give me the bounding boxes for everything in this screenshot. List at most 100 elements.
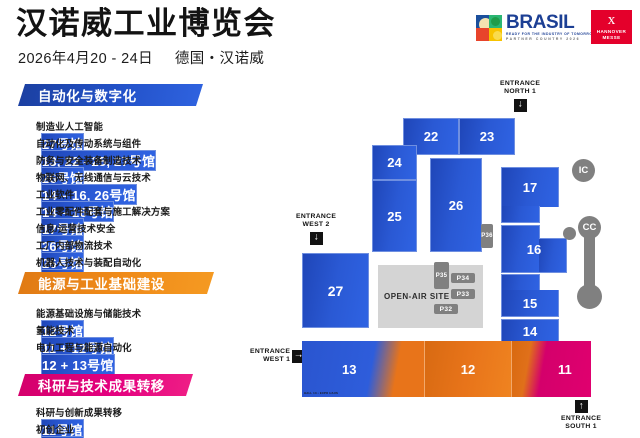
hall-16-label: 16	[526, 241, 542, 257]
parking-p32[interactable]: P32	[434, 304, 458, 314]
topic-name: 氢能技术	[36, 325, 75, 336]
topic-hall: 17号馆	[41, 218, 85, 239]
hall-16-annex[interactable]	[539, 238, 567, 273]
entrance-south-1-line1: ENTRANCE	[561, 415, 602, 422]
hall-15-annex[interactable]	[501, 274, 540, 291]
hall-15-label: 15	[522, 295, 538, 311]
entrance-west-1-label: ENTRANCE WEST 1	[250, 348, 290, 365]
hall-16[interactable]	[501, 225, 540, 273]
list-item: 制造业人工智能 27号馆	[36, 119, 104, 154]
entrance-west-1-line2: WEST 1	[263, 356, 291, 364]
event-date: 2026年4月20 - 24日	[18, 51, 153, 67]
topic-hall: 11号馆	[41, 436, 84, 438]
hall-25-label: 25	[387, 208, 402, 224]
marker-cc-label: CC	[582, 222, 597, 233]
arrow-up-icon: ↑	[574, 400, 588, 413]
hall-17-annex[interactable]	[501, 206, 540, 223]
brasil-logo-text: BRASIL READY FOR THE INDUSTRY OF TOMORRO…	[506, 12, 596, 42]
topic-name: 制造业人工智能	[36, 121, 104, 132]
hall-12[interactable]: 12	[424, 341, 511, 397]
parking-p35[interactable]: P35	[434, 262, 449, 289]
marker-cc[interactable]: CC	[578, 216, 601, 239]
fairground-map: ENTRANCE NORTH 1 ↓ 22 23 24 25 26	[248, 70, 640, 438]
hall-22-label: 22	[423, 129, 439, 144]
list-item: 工业软件 14 – 16号馆	[36, 187, 115, 222]
parking-p36[interactable]: P36	[481, 224, 493, 248]
hall-15[interactable]: 15	[501, 290, 559, 317]
topic-hall: 13, 22 - 25, 27号馆	[41, 150, 157, 171]
hannover-messe-logo: x HANNOVER MESSE	[591, 10, 632, 44]
page-title: 汉诺威工业博览会	[16, 6, 276, 41]
hall-24[interactable]: 24	[372, 145, 417, 180]
cc-connector	[584, 230, 595, 302]
list-item: 防务与安全装备制造技术 26号馆	[36, 153, 141, 188]
hannover-messe-line1: HANNOVER	[596, 28, 627, 34]
topic-name: 能源基础设施与储能技术	[36, 308, 142, 319]
section-header-energy: 能源与工业基础建设	[18, 272, 214, 294]
topic-name: 工厂内部物流技术	[36, 240, 113, 251]
marker-ic[interactable]: IC	[572, 159, 595, 182]
entrance-west-2-line2: WEST 2	[302, 221, 330, 229]
list-item: 氢能技术 11 + 12号馆	[36, 323, 114, 358]
topic-hall: 26号馆	[41, 252, 85, 273]
section-title-research: 科研与技术成果转移	[38, 379, 165, 394]
list-item: 科研与创新成果转移 11号馆	[36, 405, 123, 438]
topic-name: 物联网、无线通信与云技术	[36, 172, 151, 183]
hall-27[interactable]: 27	[302, 253, 369, 328]
hall-14-label: 14	[522, 324, 538, 339]
topic-name: 机器人技术与装配自动化	[36, 257, 142, 268]
topic-hall: 14 – 16, 26号馆	[41, 184, 137, 205]
entrance-west-1[interactable]: ENTRANCE WEST 1 →	[250, 348, 306, 365]
brasil-partner-logo: BRASIL READY FOR THE INDUSTRY OF TOMORRO…	[476, 12, 596, 42]
list-item: 工厂内部物流技术 26号馆	[36, 238, 113, 273]
hall-26-label: 26	[448, 197, 464, 213]
entrance-north-1-label: ENTRANCE NORTH 1	[500, 80, 540, 97]
hall-23-label: 23	[479, 129, 495, 144]
brasil-mark-tile-green	[489, 15, 502, 29]
entrance-south-1[interactable]: ↑ ENTRANCE SOUTH 1	[561, 400, 601, 432]
hall-24-label: 24	[387, 155, 402, 170]
topic-name: 科研与创新成果转移	[36, 407, 123, 418]
hall-23[interactable]: 23	[459, 118, 515, 155]
entrance-north-1-line1: ENTRANCE	[500, 80, 541, 87]
hall-17-label: 17	[522, 180, 538, 195]
hall-13[interactable]: 13	[302, 341, 424, 397]
brasil-mark-tile-red	[476, 28, 489, 42]
hall-11[interactable]: 11	[511, 341, 591, 397]
hall-17[interactable]: 17	[501, 167, 559, 207]
brasil-tagline-secondary: PARTNER COUNTRY 2026	[506, 37, 581, 42]
entrance-west-2-line1: ENTRANCE	[296, 213, 337, 220]
hall-26[interactable]: 26	[430, 158, 482, 252]
brasil-wordmark: BRASIL	[506, 12, 575, 33]
arrow-down-icon: ↓	[513, 98, 527, 112]
list-item: 初创企业 11号馆	[36, 422, 84, 438]
parking-p33[interactable]: P33	[451, 289, 475, 299]
topic-name: 自动化及传动系统与组件	[36, 138, 142, 149]
list-item: 物联网、无线通信与云技术 14 – 16, 26号馆	[36, 170, 151, 205]
cc-south-node[interactable]	[577, 284, 602, 309]
cc-side-node[interactable]	[563, 227, 576, 240]
topic-name: 工业零配件配套与施工解决方案	[36, 206, 171, 217]
entrance-north-1[interactable]: ENTRANCE NORTH 1 ↓	[500, 80, 540, 112]
entrance-west-1-line1: ENTRANCE	[250, 348, 291, 355]
topic-hall: 11号馆	[41, 419, 84, 438]
event-subtitle: 2026年4月20 - 24日 德国・汉诺威	[18, 47, 264, 68]
parking-p34[interactable]: P34	[451, 273, 475, 283]
section-header-automation: 自动化与数字化	[18, 84, 203, 106]
open-air-site-label: OPEN-AIR SITE	[384, 292, 450, 301]
hall-12-label: 12	[460, 361, 476, 377]
entrance-north-1-line2: NORTH 1	[504, 88, 537, 96]
hannover-messe-line2: MESSE	[602, 34, 621, 40]
section-title-energy: 能源与工业基础建设	[38, 277, 165, 292]
list-item: 电力工程与能源自动化 12 + 13号馆	[36, 340, 132, 375]
list-item: 信息/运营技术安全 26号馆	[36, 221, 115, 256]
entrance-west-2[interactable]: ENTRANCE WEST 2 ↓	[296, 213, 336, 245]
hall-11-label: 11	[558, 361, 572, 377]
topic-name: 电力工程与能源自动化	[36, 342, 132, 353]
entrance-west-2-label: ENTRANCE WEST 2	[296, 213, 336, 230]
hall-25[interactable]: 25	[372, 180, 417, 252]
hall-16-label-wrap: 16	[501, 238, 567, 260]
list-item: 机器人技术与装配自动化 26号馆	[36, 255, 142, 290]
topic-name: 工业软件	[36, 189, 75, 200]
brasil-mark-tile-blue	[476, 15, 492, 32]
